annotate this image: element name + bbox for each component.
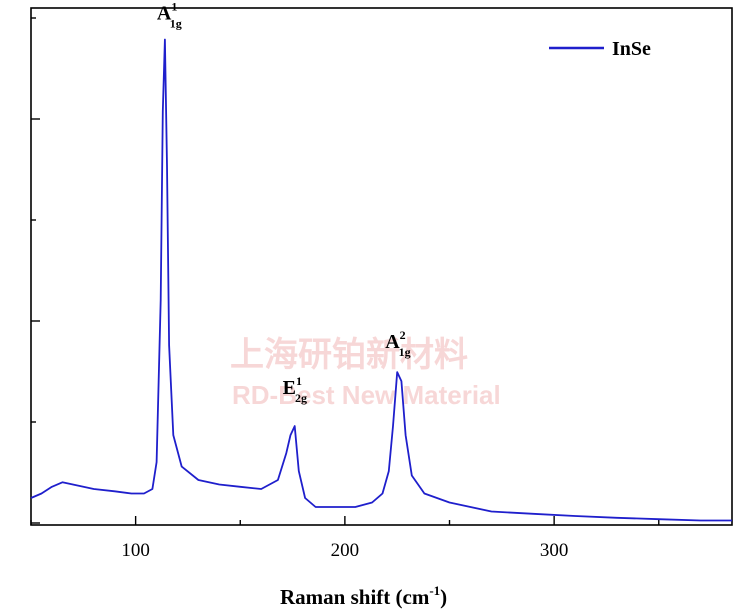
x-axis-label-close: ) xyxy=(440,585,447,609)
x-axis-ticks xyxy=(30,516,660,525)
x-axis-tick-labels: 100 200 300 xyxy=(121,540,568,561)
plot-frame xyxy=(30,7,733,526)
x-tick-label-100: 100 xyxy=(121,540,150,561)
legend-label-inse: InSe xyxy=(612,38,651,60)
x-tick-label-300: 300 xyxy=(540,540,569,561)
peak-label-2: A2 1g xyxy=(385,328,410,359)
legend: InSe xyxy=(549,38,651,60)
x-axis-label-main: Raman shift (cm xyxy=(280,585,430,609)
peak-labels: A1 1g E1 2g A2 1g xyxy=(157,0,411,405)
peak-label-0: A1 1g xyxy=(157,0,182,30)
x-axis-label-sup: -1 xyxy=(429,583,440,598)
x-tick-label-200: 200 xyxy=(331,540,360,561)
watermark-english: RD-Best New Material xyxy=(232,380,501,410)
x-axis-label: Raman shift (cm-1) xyxy=(280,583,447,609)
y-axis-ticks xyxy=(31,17,40,524)
peak-label-1: E1 2g xyxy=(283,374,307,405)
series-line-inse xyxy=(30,38,732,522)
watermark-chinese: 上海研铂新材料 xyxy=(230,335,468,375)
